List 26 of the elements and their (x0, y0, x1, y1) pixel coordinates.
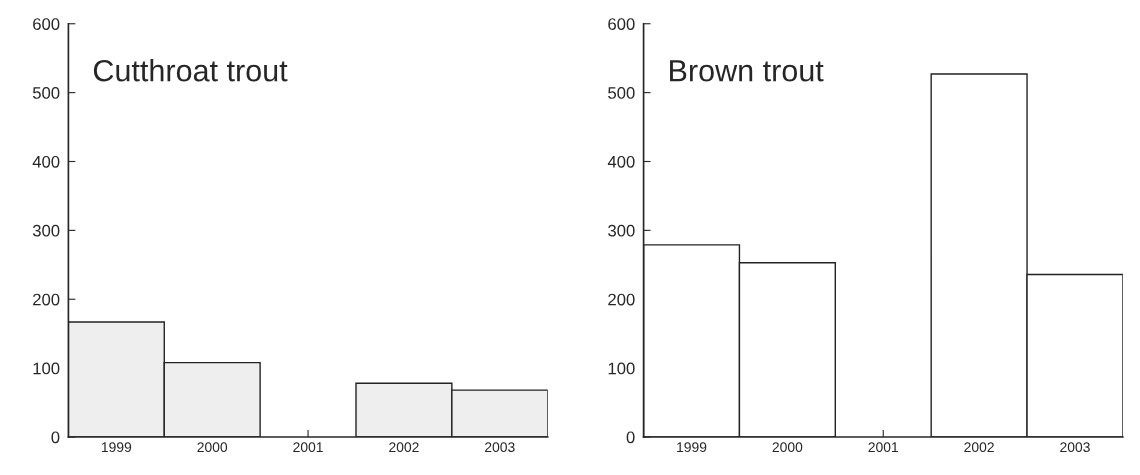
y-tick-label: 100 (608, 362, 635, 375)
text: Cutthroat trout (93, 59, 288, 82)
x-tick-label: 2003 (1060, 442, 1090, 453)
y-tick-label: 400 (32, 155, 60, 168)
x-tick-label: 2000 (197, 442, 228, 453)
y-tick-label: 0 (51, 431, 60, 444)
y-tick-label: 0 (626, 431, 635, 444)
x-tick-label: 2001 (293, 442, 323, 453)
y-tick-label: 300 (32, 224, 60, 237)
y-tick-label: 100 (33, 362, 60, 375)
y-tick-label: 200 (33, 293, 60, 306)
y-tick-label: 500 (608, 87, 635, 99)
x-tick-label: 2000 (772, 442, 803, 453)
text: Brown trout (670, 60, 824, 82)
y-tick-label: 600 (33, 18, 60, 30)
x-tick-label: 2001 (868, 442, 899, 453)
x-tick-label: 2003 (485, 442, 515, 453)
y-tick-label: 600 (608, 18, 635, 30)
y-tick-label: 200 (608, 293, 635, 306)
y-tick-label: 400 (607, 155, 635, 168)
x-tick-label: 1999 (677, 442, 707, 453)
x-tick-label: 2002 (389, 442, 419, 453)
x-tick-label: 2002 (964, 442, 994, 453)
y-tick-label: 500 (32, 87, 60, 99)
y-tick-label: 300 (608, 224, 635, 237)
x-tick-label: 1999 (101, 442, 132, 453)
